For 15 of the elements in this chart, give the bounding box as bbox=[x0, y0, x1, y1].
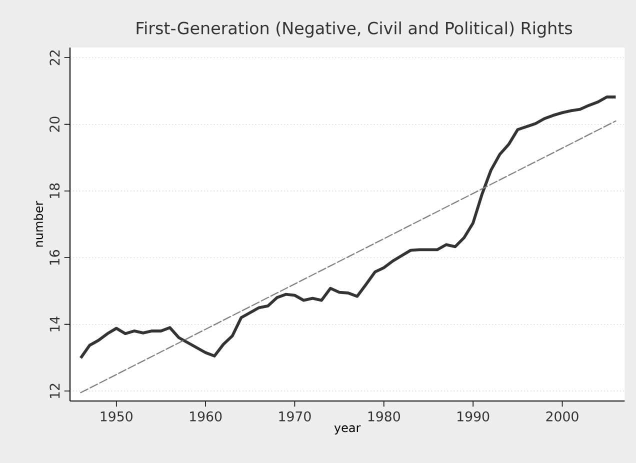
x-axis-title: year bbox=[334, 425, 361, 434]
y-axis-title: number bbox=[34, 200, 44, 247]
y-tick-label: 16 bbox=[50, 250, 60, 265]
x-tick-label: 2000 bbox=[546, 411, 578, 422]
chart-title: First-Generation (Negative, Civil and Political) Rights bbox=[136, 21, 572, 38]
x-tick-label: 1970 bbox=[279, 411, 311, 422]
y-tick-label: 18 bbox=[50, 183, 60, 198]
y-tick-label: 20 bbox=[50, 116, 60, 132]
x-tick-label: 1980 bbox=[368, 411, 400, 422]
y-tick-label: 12 bbox=[50, 384, 60, 398]
x-tick-label: 1950 bbox=[100, 411, 132, 422]
y-tick-label: 14 bbox=[50, 316, 60, 332]
x-tick-label: 1960 bbox=[190, 411, 222, 422]
x-tick-label: 1990 bbox=[458, 411, 490, 422]
y-tick-label: 22 bbox=[50, 50, 60, 66]
